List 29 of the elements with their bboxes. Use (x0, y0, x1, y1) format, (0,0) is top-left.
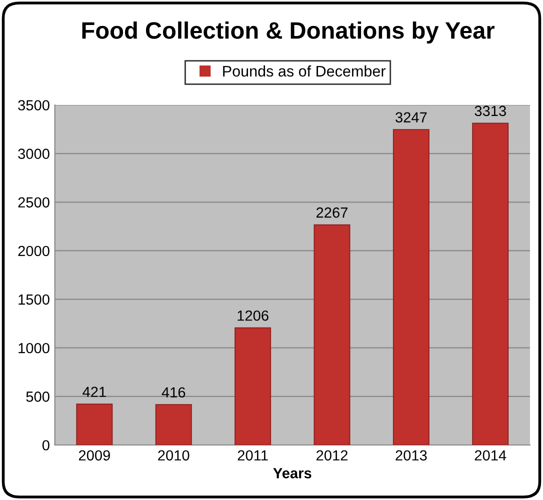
x-tick-label: 2011 (238, 450, 268, 461)
bar (392, 129, 430, 445)
y-tick-label: 2000 (18, 246, 50, 256)
bar (234, 327, 272, 445)
y-tick-label: 3500 (18, 100, 50, 110)
bar (472, 122, 509, 445)
data-label: 421 (82, 386, 106, 397)
x-tick-label: 2013 (396, 450, 427, 461)
bar (76, 404, 113, 445)
data-label: 3313 (474, 106, 506, 116)
data-label: 1206 (238, 310, 268, 321)
y-tick-label: 1000 (18, 342, 50, 354)
x-tick-label: 2012 (316, 450, 348, 461)
y-tick-label: 3000 (18, 148, 50, 159)
x-tick-label: 2010 (158, 450, 190, 461)
y-tick-label: 0 (42, 440, 50, 450)
bar (155, 404, 192, 445)
y-tick-label: 2500 (18, 197, 50, 208)
x-axis-title: Years (273, 468, 312, 478)
chart-title: Food Collection & Donations by Year (82, 21, 495, 44)
y-tick-label: 1500 (18, 294, 50, 305)
x-tick-label: 2009 (78, 450, 110, 461)
data-label: 3247 (396, 112, 427, 123)
legend-label: Pounds as of December (223, 65, 386, 77)
y-tick-label: 500 (26, 392, 50, 402)
data-label: 2267 (316, 207, 348, 218)
x-tick-label: 2014 (474, 450, 506, 461)
data-label: 416 (162, 387, 186, 398)
bar (314, 224, 350, 445)
